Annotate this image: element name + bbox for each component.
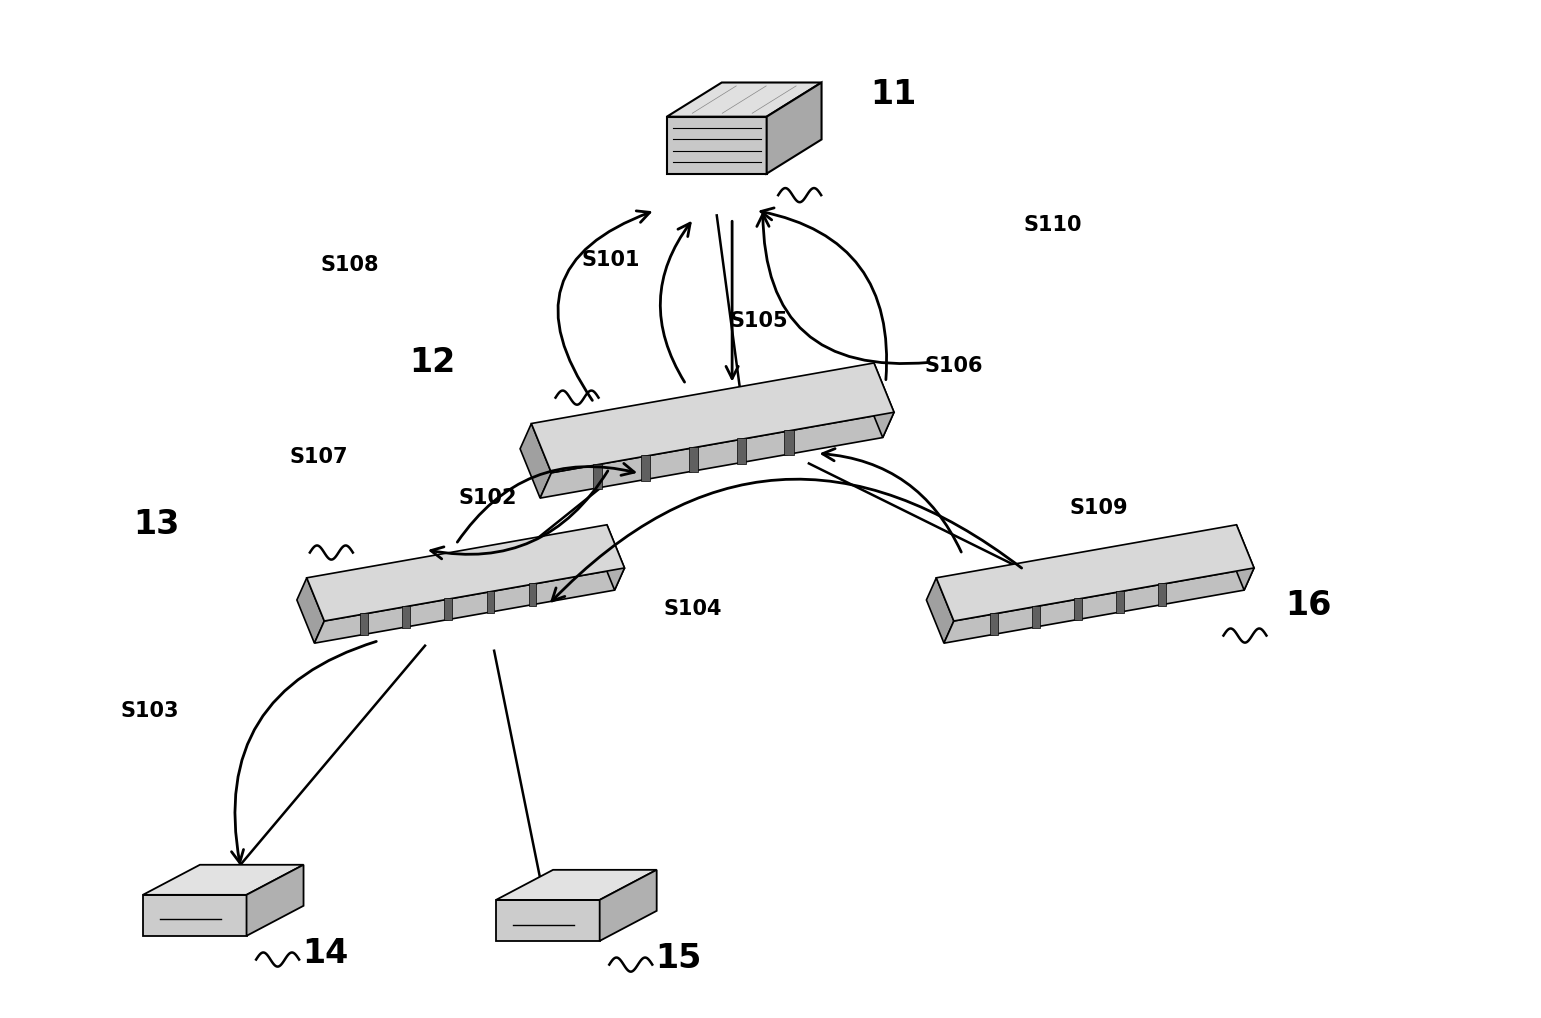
Polygon shape (667, 82, 821, 117)
Polygon shape (1159, 583, 1167, 606)
Polygon shape (529, 583, 536, 606)
Text: 13: 13 (133, 508, 180, 542)
Polygon shape (487, 590, 495, 613)
Polygon shape (539, 412, 894, 498)
Polygon shape (1032, 606, 1040, 628)
Polygon shape (297, 578, 324, 643)
Polygon shape (641, 455, 650, 480)
Polygon shape (1227, 524, 1254, 590)
Polygon shape (596, 524, 624, 590)
Polygon shape (314, 568, 624, 643)
Polygon shape (496, 869, 656, 900)
Text: S106: S106 (925, 356, 983, 377)
Polygon shape (307, 524, 624, 621)
Text: S102: S102 (459, 488, 518, 508)
Polygon shape (689, 447, 698, 472)
Polygon shape (737, 439, 746, 463)
Text: S101: S101 (581, 250, 640, 270)
Polygon shape (593, 464, 601, 489)
Polygon shape (863, 363, 894, 438)
Text: S104: S104 (663, 600, 721, 619)
Polygon shape (247, 864, 304, 936)
Text: S108: S108 (321, 256, 379, 275)
Polygon shape (599, 869, 656, 941)
Polygon shape (532, 363, 894, 472)
Polygon shape (496, 900, 599, 941)
Polygon shape (402, 606, 410, 628)
Text: S110: S110 (1023, 215, 1082, 234)
Polygon shape (989, 613, 999, 635)
Text: S103: S103 (120, 700, 179, 721)
Text: 11: 11 (871, 78, 917, 111)
Polygon shape (945, 568, 1254, 643)
Text: S109: S109 (1069, 498, 1128, 518)
Polygon shape (1116, 590, 1123, 613)
Polygon shape (143, 895, 247, 936)
Polygon shape (937, 524, 1254, 621)
Polygon shape (444, 599, 453, 620)
Polygon shape (361, 613, 368, 635)
Polygon shape (1074, 599, 1082, 620)
Text: 16: 16 (1285, 589, 1331, 622)
Text: 12: 12 (410, 346, 456, 380)
Polygon shape (667, 117, 767, 174)
Text: 14: 14 (302, 937, 348, 969)
Polygon shape (521, 423, 552, 498)
Polygon shape (926, 578, 954, 643)
Text: S105: S105 (729, 310, 787, 331)
Text: S107: S107 (290, 448, 348, 467)
Polygon shape (784, 430, 794, 455)
Polygon shape (767, 82, 821, 174)
Text: 15: 15 (655, 942, 701, 974)
Polygon shape (143, 864, 304, 895)
